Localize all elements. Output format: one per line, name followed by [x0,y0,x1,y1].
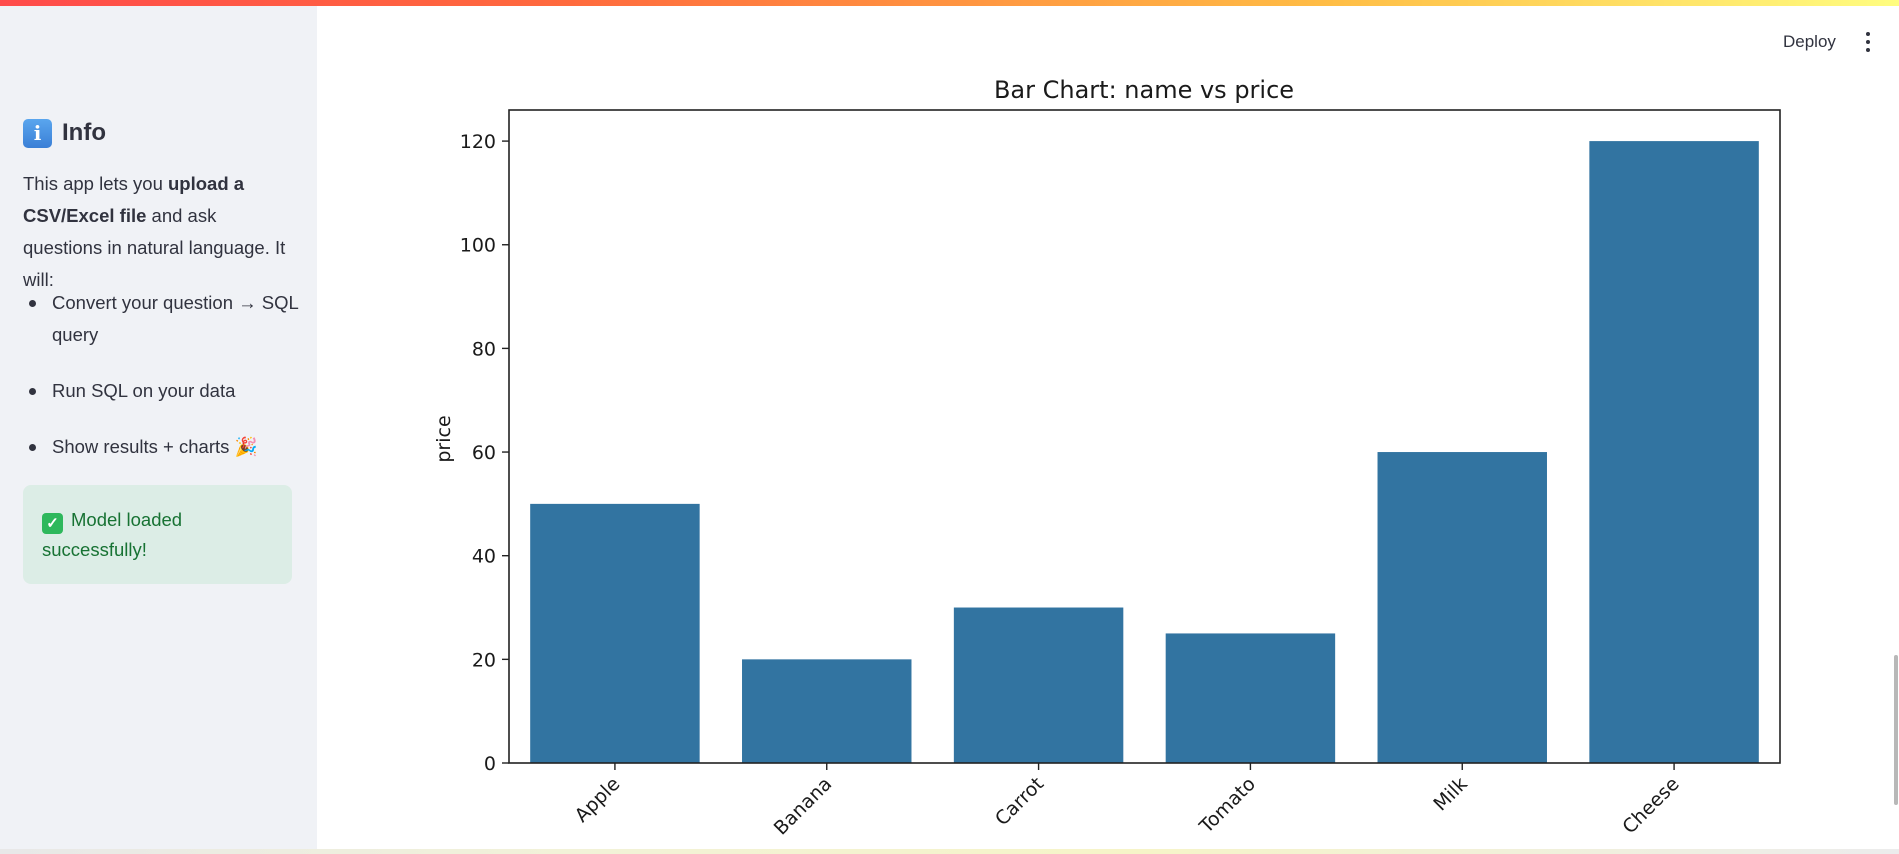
bar-tomato [1165,633,1336,763]
bottom-border [0,849,1899,854]
sidebar-heading: i Info [23,117,106,149]
y-tick-label: 20 [472,649,496,671]
feature-list: Convert your question → SQL query Run SQ… [23,287,303,487]
y-tick-label: 60 [472,442,496,464]
x-axis: Apple Banana Carrot Tomato Milk Cheese [571,763,1684,839]
y-tick-label: 40 [472,546,496,568]
intro-text-part1: This app lets you [23,173,168,194]
top-decoration-bar [0,0,1899,6]
y-tick-label: 0 [484,753,496,775]
bar-cheese [1589,141,1759,764]
feature-list-item: Show results + charts 🎉 [23,431,303,463]
deploy-button[interactable]: Deploy [1773,26,1846,58]
scrollbar-thumb[interactable] [1894,655,1898,805]
bar-chart: Bar Chart: name vs price price 0 20 40 60 80… [400,60,1800,850]
x-tick-label: Carrot [991,773,1048,830]
sidebar-intro-text: This app lets you upload a CSV/Excel fil… [23,168,298,296]
bar-apple [530,503,700,763]
y-tick-label: 120 [460,131,496,153]
sidebar: i Info This app lets you upload a CSV/Ex… [0,0,317,849]
intro-text-bold: upload a CSV/Excel file [23,173,245,226]
intro-text-part2: and ask questions in natural language. I… [23,205,286,290]
y-axis-label: price [433,415,455,462]
bar-milk [1377,452,1547,763]
chart-title: Bar Chart: name vs price [994,76,1294,104]
vertical-ellipsis-icon[interactable] [1858,28,1878,56]
bar-chart-svg: Bar Chart: name vs price price 0 20 40 60 80… [433,76,1781,839]
x-tick-label: Milk [1429,773,1471,815]
info-icon: i [23,118,52,148]
x-tick-label: Tomato [1195,773,1260,838]
x-tick-label: Apple [571,773,625,827]
y-tick-label: 100 [460,235,496,257]
feature-list-item: Convert your question → SQL query [23,287,303,351]
feature-list-item: Run SQL on your data [23,375,303,407]
y-axis: 0 20 40 60 80 100 120 [460,131,509,775]
bar-banana [742,659,912,763]
y-tick-label: 80 [472,338,496,360]
success-alert: ✓ Model loaded successfully! [23,485,292,584]
plot-frame [508,109,1781,764]
bars-layer [530,141,1759,764]
x-tick-label: Banana [770,773,837,840]
x-tick-label: Cheese [1618,773,1683,838]
bar-carrot [953,607,1124,763]
check-mark-icon: ✓ [42,513,63,534]
sidebar-heading-label: Info [62,119,106,146]
success-message: Model loaded successfully! [42,509,183,560]
